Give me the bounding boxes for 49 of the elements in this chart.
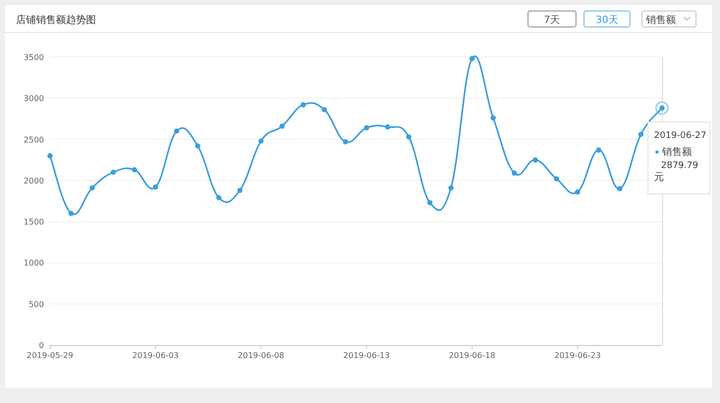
title: 店铺销售额趋势图: [16, 15, 96, 26]
legend: 销售额: [655, 147, 692, 158]
x-tick-label: 2019-06-08: [238, 351, 284, 360]
point: [47, 153, 53, 158]
point: [90, 185, 95, 190]
point: [364, 125, 370, 130]
point: [174, 128, 180, 134]
y-tick-label: 3000: [24, 94, 44, 104]
point: [574, 189, 580, 195]
x-tick-label: 2019-06-23: [554, 351, 601, 360]
point: [237, 188, 243, 193]
point: [596, 147, 602, 153]
point: [617, 186, 622, 192]
point: [68, 210, 74, 216]
point: [195, 143, 200, 148]
point: [427, 200, 432, 206]
point: [152, 184, 158, 190]
point: [469, 56, 475, 62]
y-tick-label: 3500: [24, 53, 44, 62]
point: [490, 115, 496, 120]
x-tick-label: 2019-06-13: [343, 351, 390, 360]
point: [638, 132, 644, 137]
x-tick-label: 2019-06-18: [448, 351, 496, 360]
point: [280, 124, 285, 129]
y-tick-label: 500: [28, 300, 44, 309]
y-tick-label: 2000: [24, 176, 44, 186]
y-tick-label: 2500: [24, 135, 44, 144]
point: [300, 102, 306, 108]
y-tick-label: 0: [38, 341, 44, 350]
point: [554, 176, 560, 182]
point: [448, 185, 454, 190]
point: [512, 170, 517, 176]
point: [216, 195, 222, 200]
legend-label: 销售额: [661, 146, 692, 158]
annotation: 元: [654, 172, 664, 184]
y-tick-label: 1000: [24, 258, 44, 268]
point: [342, 139, 348, 144]
point: [132, 167, 138, 172]
point: [532, 157, 538, 162]
point: [322, 107, 327, 112]
x-tick-label: 2019-05-29: [26, 351, 74, 360]
point: [110, 170, 116, 175]
annotation: 2879.79: [661, 161, 698, 172]
annotation: 2019-06-27: [654, 131, 706, 142]
x-tick-label: 2019-06-03: [132, 351, 179, 360]
y-tick-label: 1500: [24, 218, 44, 227]
point: [258, 138, 264, 144]
point: [406, 134, 412, 140]
point: [385, 124, 390, 130]
